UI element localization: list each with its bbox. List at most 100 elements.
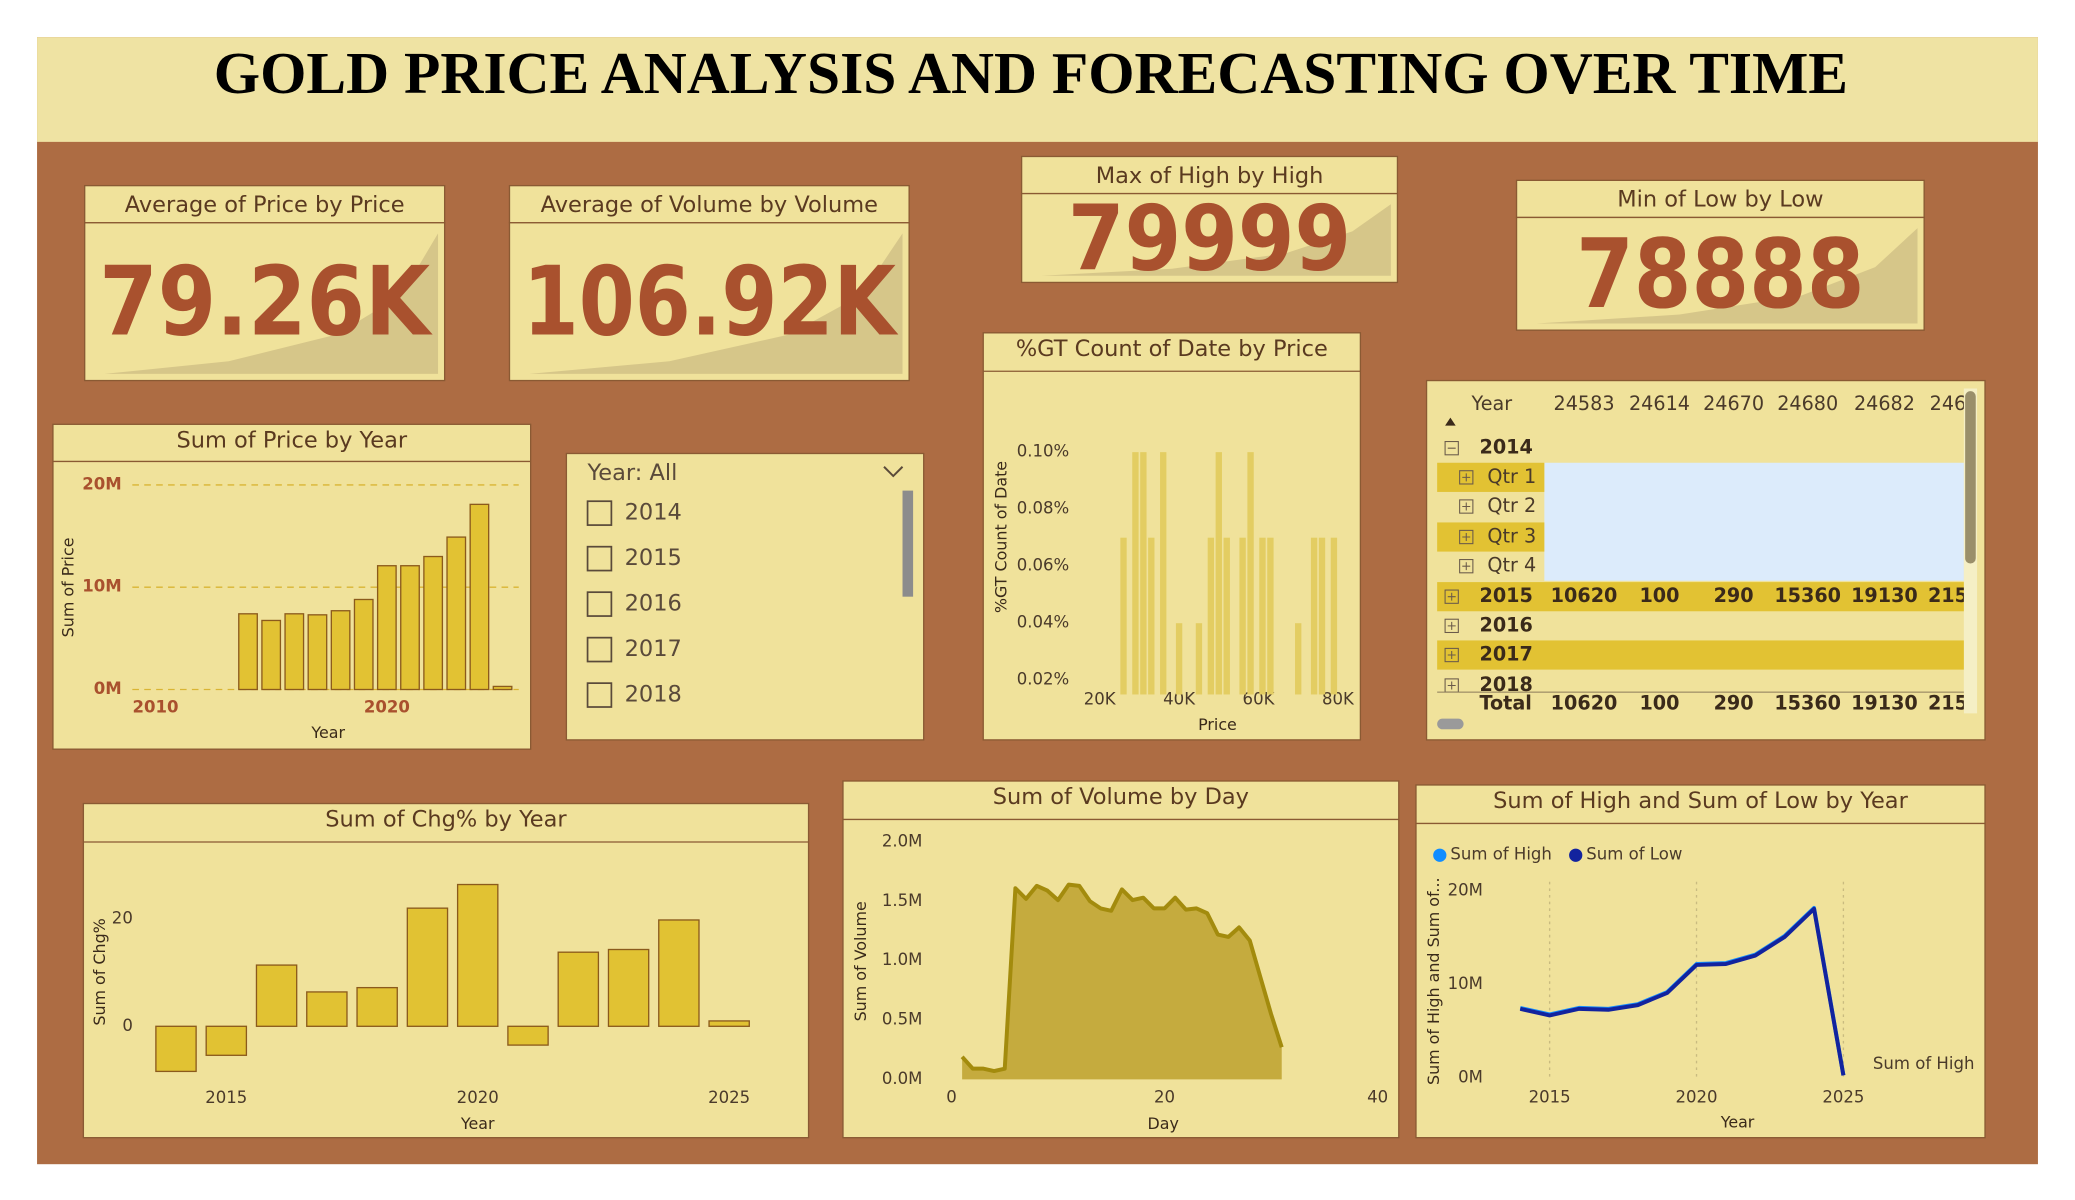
expand-icon[interactable] [1444, 647, 1459, 663]
bar [1259, 537, 1266, 695]
y-tick-label: 10M [1448, 974, 1483, 993]
matrix-hscroll[interactable] [1437, 718, 1464, 730]
slicer-panel [565, 452, 925, 741]
matrix-header: 246 [1930, 392, 1967, 415]
bar [306, 991, 348, 1027]
y-tick-label: 0M [94, 679, 122, 698]
x-tick-label: 80K [1322, 689, 1355, 708]
bar [469, 503, 490, 691]
x-tick-label: 2025 [1822, 1087, 1864, 1106]
bar [456, 883, 499, 1027]
y-axis-label: Sum of Price [58, 537, 77, 637]
matrix-row-label: Qtr 1 [1487, 465, 1536, 488]
bar [708, 1020, 750, 1027]
area-line [960, 882, 1284, 1074]
matrix-selection [1544, 462, 1964, 581]
matrix-cell: 10620 [1551, 584, 1618, 607]
slicer-checkbox[interactable] [586, 682, 613, 708]
expand-icon[interactable] [1444, 441, 1459, 456]
x-tick-label: 2010 [132, 698, 178, 717]
expand-icon[interactable] [1459, 529, 1474, 545]
legend-marker[interactable] [1569, 848, 1583, 862]
kpi-card: Min of Low by Low 78888 [1515, 179, 1925, 331]
y-tick-label: 0.0M [882, 1069, 923, 1088]
matrix-total-label: Total [1479, 692, 1531, 715]
bar [1215, 452, 1222, 695]
slicer-item[interactable]: 2018 [625, 682, 682, 708]
slicer-scrollbar[interactable] [902, 490, 914, 597]
bar [400, 565, 420, 691]
matrix-total-cell: 10620 [1551, 692, 1618, 715]
matrix-row-band [1437, 522, 1545, 552]
area-fill [962, 884, 1282, 1080]
matrix-cell: 290 [1714, 584, 1754, 607]
matrix-header: 24670 [1703, 392, 1764, 415]
x-axis-label: Year [1720, 1113, 1755, 1132]
matrix-row-label: Qtr 2 [1487, 494, 1536, 517]
slicer-chevron[interactable] [883, 466, 904, 478]
expand-icon[interactable] [1444, 589, 1459, 604]
matrix-row-band [1437, 640, 1964, 670]
x-axis-label: Year [310, 723, 345, 742]
card-title-box [1515, 179, 1925, 219]
bar [1120, 537, 1127, 695]
matrix-row-label: 2018 [1479, 673, 1532, 696]
matrix-vscroll[interactable] [1965, 391, 1976, 564]
bar [1247, 452, 1254, 695]
card-sparkline-shade [529, 233, 903, 374]
matrix-row-label: 2014 [1479, 436, 1532, 459]
matrix-row-band [1437, 462, 1545, 492]
y-tick-label: 0.08% [1017, 499, 1070, 518]
card-value: 78888 [1576, 219, 1864, 330]
legend-label[interactable]: Sum of Low [1586, 845, 1682, 864]
expand-icon[interactable] [1459, 499, 1474, 514]
matrix-header: Year [1471, 392, 1513, 415]
bar [607, 948, 650, 1027]
slicer-item[interactable]: 2017 [625, 636, 682, 662]
y-tick-label: 0 [122, 1016, 133, 1035]
card-title: Min of Low by Low [1617, 187, 1823, 213]
matrix-row-label: 2017 [1479, 643, 1532, 666]
card-value: 79999 [1068, 186, 1351, 291]
series-line [1519, 906, 1846, 1076]
chart-panel [1415, 784, 1986, 1139]
expand-icon[interactable] [1444, 618, 1459, 634]
legend-marker[interactable] [1433, 848, 1447, 862]
slicer-header: Year: All [587, 460, 678, 486]
y-axis-label: Sum of Volume [851, 901, 870, 1021]
y-tick-label: 0.02% [1017, 670, 1070, 689]
bar [1267, 537, 1274, 695]
x-tick-label: 2020 [457, 1088, 499, 1107]
x-tick-label: 20K [1084, 689, 1117, 708]
y-axis-label: Sum of High and Sum of... [1424, 877, 1443, 1085]
y-tick-label: 20 [112, 908, 133, 927]
expand-icon[interactable] [1459, 470, 1474, 485]
bar [1160, 452, 1167, 695]
x-axis-label: Price [1198, 715, 1237, 734]
bar [1207, 537, 1215, 695]
bar [1295, 623, 1302, 695]
bar [446, 536, 467, 691]
x-tick-label: 2015 [205, 1088, 247, 1107]
bar [1195, 623, 1203, 695]
matrix-row-label: Qtr 3 [1487, 525, 1536, 548]
slicer-item[interactable]: 2016 [625, 591, 682, 617]
slicer-checkbox[interactable] [586, 636, 613, 663]
slicer-checkbox[interactable] [586, 591, 613, 617]
matrix-row-band [1437, 582, 1964, 612]
matrix-row-label: Qtr 4 [1487, 554, 1536, 577]
matrix-total-cell: 15360 [1774, 692, 1841, 715]
slicer-checkbox[interactable] [586, 545, 613, 572]
bar [1330, 537, 1338, 695]
slicer-item[interactable]: 2015 [625, 545, 682, 571]
chart-title: Sum of Price by Year [176, 427, 407, 453]
slicer-checkbox[interactable] [586, 500, 613, 526]
matrix-header: 24680 [1777, 392, 1838, 415]
legend-label[interactable]: Sum of High [1450, 845, 1552, 864]
expand-icon[interactable] [1459, 559, 1474, 574]
kpi-card: Average of Price by Price 79.26K [84, 184, 446, 382]
chart: %GT Count of Date by Price 0.02% 0.04% 0.06… [982, 332, 1362, 741]
slicer-item[interactable]: 2014 [625, 500, 682, 526]
bar [255, 964, 298, 1027]
x-axis-label: Day [1148, 1114, 1179, 1133]
